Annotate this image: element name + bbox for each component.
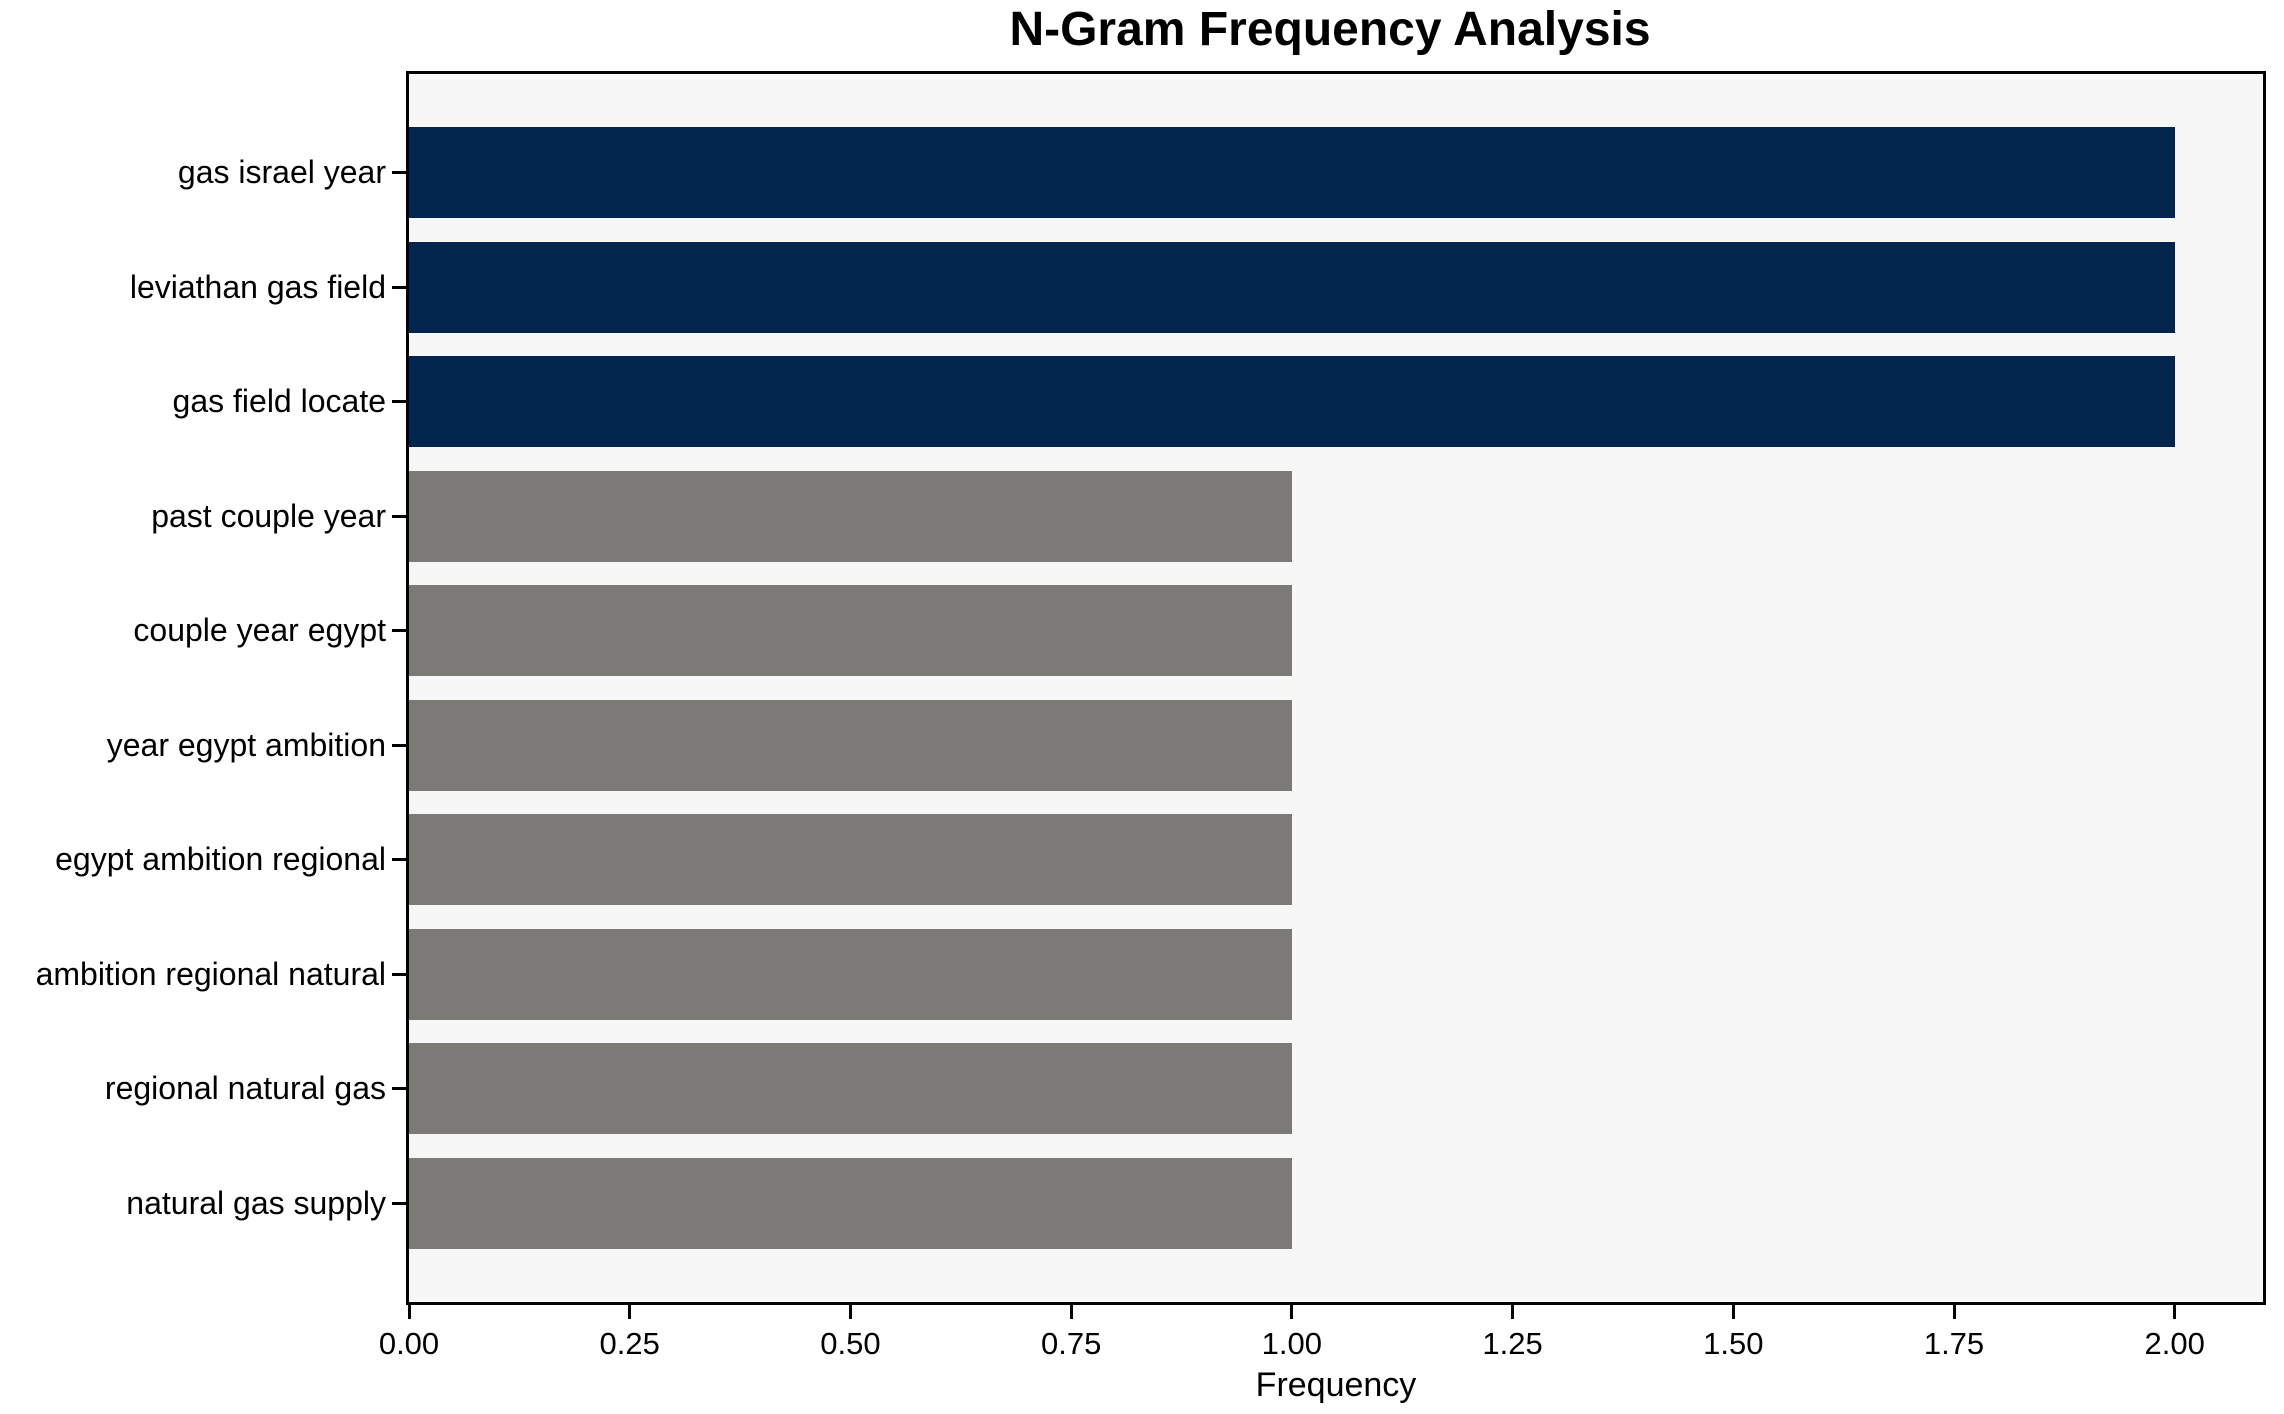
x-tick-mark	[407, 1305, 411, 1319]
y-tick-label: natural gas supply	[126, 1184, 386, 1221]
bar	[409, 470, 1292, 562]
x-tick-label: 1.50	[1703, 1326, 1764, 1361]
x-tick-label: 1.25	[1482, 1326, 1543, 1361]
bar	[409, 585, 1292, 676]
x-tick-label: 0.25	[599, 1326, 660, 1361]
x-tick-label: 1.75	[1923, 1326, 1985, 1361]
x-tick-mark	[1290, 1305, 1294, 1319]
x-axis-label: Frequency	[1255, 1366, 1417, 1404]
y-tick-mark	[392, 400, 406, 403]
x-tick-label: 0.50	[820, 1326, 881, 1361]
x-tick-mark	[1731, 1305, 1735, 1319]
y-tick-label: year egypt ambition	[106, 726, 386, 763]
x-tick-mark	[1511, 1305, 1515, 1319]
bar	[409, 699, 1292, 791]
y-tick-label: regional natural gas	[104, 1070, 386, 1106]
y-tick-label: leviathan gas field	[129, 268, 386, 305]
x-tick-label: 0.75	[1040, 1326, 1102, 1361]
x-tick-label: 2.00	[2144, 1326, 2205, 1361]
y-tick-label: egypt ambition regional	[55, 841, 386, 877]
y-tick-mark	[392, 629, 406, 632]
y-tick-mark	[392, 858, 406, 861]
x-tick-mark	[1069, 1305, 1073, 1319]
y-tick-label: gas field locate	[172, 383, 386, 419]
y-tick-mark	[392, 285, 406, 289]
y-tick-mark	[392, 1201, 406, 1205]
bar	[409, 1157, 1292, 1249]
x-tick-mark	[628, 1305, 632, 1319]
x-tick-label: 1.00	[1261, 1326, 1323, 1361]
y-tick-mark	[392, 514, 406, 518]
bar	[409, 127, 2175, 218]
bar	[409, 241, 2175, 333]
bar	[409, 356, 2175, 447]
x-tick-label: 0.00	[378, 1326, 440, 1361]
plot-area	[406, 71, 2266, 1305]
y-tick-label: ambition regional natural	[35, 955, 386, 992]
bar	[409, 814, 1292, 905]
bar	[409, 928, 1292, 1020]
y-tick-label: couple year egypt	[133, 612, 386, 648]
y-tick-mark	[392, 171, 406, 174]
y-tick-mark	[392, 1087, 406, 1090]
y-tick-label: past couple year	[151, 497, 386, 534]
chart-title: N-Gram Frequency Analysis	[1009, 3, 1651, 56]
y-tick-mark	[392, 743, 406, 747]
bar	[409, 1043, 1292, 1134]
x-tick-mark	[2173, 1305, 2177, 1319]
y-tick-mark	[392, 972, 406, 976]
x-tick-mark	[848, 1305, 852, 1319]
y-tick-label: gas israel year	[177, 154, 386, 190]
x-tick-mark	[1952, 1305, 1956, 1319]
